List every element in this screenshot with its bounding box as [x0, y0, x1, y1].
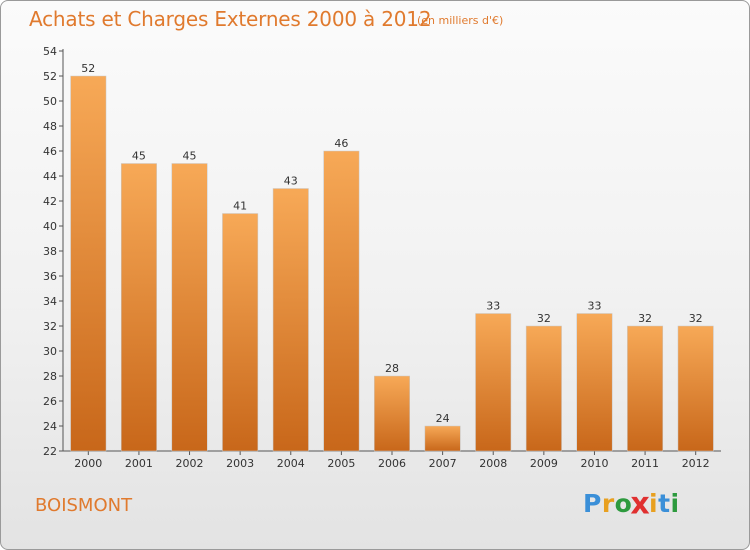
data-label-2009: 32: [537, 312, 551, 325]
logo-letter: t: [658, 489, 671, 518]
logo-letter: x: [630, 486, 651, 521]
data-label-2004: 43: [284, 175, 298, 188]
x-tick-label: 2005: [327, 457, 355, 470]
bars: [70, 75, 714, 452]
x-tick-label: 2000: [74, 457, 102, 470]
x-tick-label: 2011: [631, 457, 659, 470]
x-tick-label: 2010: [580, 457, 608, 470]
y-tick-label: 38: [43, 245, 57, 258]
x-tick-label: 2004: [277, 457, 305, 470]
data-label-2002: 45: [183, 150, 197, 163]
x-tick-label: 2008: [479, 457, 507, 470]
data-label-2012: 32: [689, 312, 703, 325]
bar-2000[interactable]: [70, 75, 107, 452]
bar-2005[interactable]: [323, 150, 360, 452]
y-tick-label: 24: [43, 420, 57, 433]
x-tick-label: 2009: [530, 457, 558, 470]
bar-2012[interactable]: [677, 325, 714, 452]
bar-2002[interactable]: [171, 163, 208, 452]
data-label-2011: 32: [638, 312, 652, 325]
y-tick-label: 48: [43, 120, 57, 133]
x-tick-label: 2001: [125, 457, 153, 470]
data-label-2008: 33: [486, 300, 500, 313]
logo-letter: o: [614, 489, 633, 518]
logo-letter: i: [670, 489, 680, 518]
bar-2003[interactable]: [222, 213, 259, 452]
data-label-2006: 28: [385, 362, 399, 375]
place-name: BOISMONT: [35, 495, 133, 516]
y-tick-label: 28: [43, 370, 57, 383]
bar-2007[interactable]: [424, 425, 461, 452]
y-tick-label: 40: [43, 220, 57, 233]
logo-letter: i: [649, 489, 659, 518]
proxiti-logo[interactable]: Proxiti: [583, 486, 680, 521]
bar-2009[interactable]: [525, 325, 562, 452]
y-tick-label: 46: [43, 145, 57, 158]
y-tick-label: 52: [43, 70, 57, 83]
data-label-2001: 45: [132, 150, 146, 163]
y-tick-label: 42: [43, 195, 57, 208]
chart-subtitle: (en milliers d'€): [417, 14, 504, 27]
bar-2001[interactable]: [120, 163, 157, 452]
x-tick-label: 2007: [429, 457, 457, 470]
x-tick-label: 2012: [682, 457, 710, 470]
y-tick-label: 54: [43, 45, 57, 58]
x-tick-label: 2003: [226, 457, 254, 470]
y-tick-label: 34: [43, 295, 57, 308]
x-tick-label: 2006: [378, 457, 406, 470]
y-tick-label: 32: [43, 320, 57, 333]
data-label-2010: 33: [587, 300, 601, 313]
data-label-2000: 52: [81, 62, 95, 75]
data-labels: 52 45 45 41 43 46 28 24 33 32 33 32 32: [81, 62, 702, 425]
bar-2004[interactable]: [272, 188, 309, 452]
x-axis: 2000 2001 2002 2003 2004 2005 2006 2007 2008 2009…: [63, 450, 721, 470]
bar-2010[interactable]: [576, 313, 613, 452]
chart-title: Achats et Charges Externes 2000 à 2012: [29, 7, 432, 31]
y-tick-label: 44: [43, 170, 57, 183]
y-tick-label: 22: [43, 445, 57, 458]
bar-2006[interactable]: [374, 375, 410, 452]
y-tick-label: 26: [43, 395, 57, 408]
y-tick-label: 50: [43, 95, 57, 108]
y-tick-label: 30: [43, 345, 57, 358]
x-tick-label: 2002: [176, 457, 204, 470]
y-tick-label: 36: [43, 270, 57, 283]
bar-2008[interactable]: [475, 313, 512, 452]
data-label-2003: 41: [233, 200, 247, 213]
data-label-2007: 24: [436, 412, 450, 425]
logo-letter: r: [601, 489, 615, 518]
bar-2011[interactable]: [627, 325, 664, 452]
logo-letter: P: [583, 489, 602, 518]
data-label-2005: 46: [334, 137, 348, 150]
y-axis: 22 24 26 28 30 32 34 36 38 40 42 44 46 48 50 52 54: [43, 45, 64, 458]
